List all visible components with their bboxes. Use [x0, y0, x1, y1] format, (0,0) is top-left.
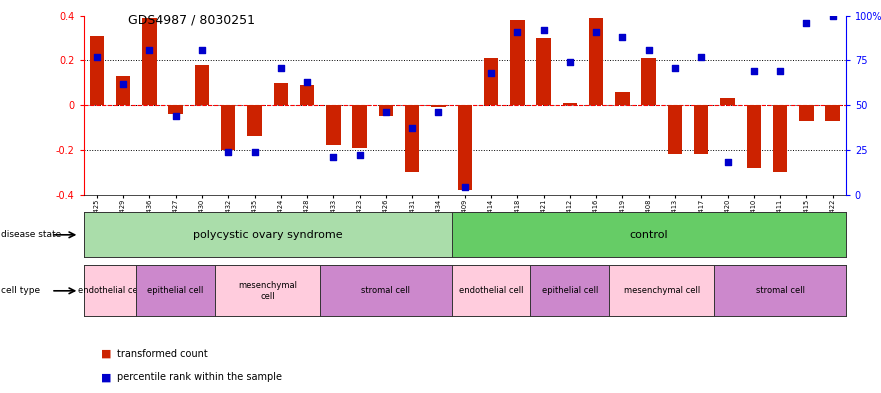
Point	[537, 27, 551, 33]
Text: stromal cell: stromal cell	[756, 286, 804, 295]
Point	[248, 149, 262, 155]
Bar	[405, 105, 419, 172]
Text: GDS4987 / 8030251: GDS4987 / 8030251	[128, 14, 255, 27]
Bar	[326, 105, 341, 145]
Point	[326, 154, 340, 160]
Text: endothelial cell: endothelial cell	[78, 286, 142, 295]
Point	[116, 81, 130, 87]
Text: control: control	[629, 230, 668, 240]
Bar	[168, 105, 183, 114]
Bar	[142, 18, 157, 105]
Point	[589, 29, 603, 35]
Text: endothelial cell: endothelial cell	[459, 286, 523, 295]
Point	[221, 149, 235, 155]
Text: mesenchymal
cell: mesenchymal cell	[238, 281, 297, 301]
Bar	[773, 105, 788, 172]
Point	[168, 113, 182, 119]
Point	[510, 29, 524, 35]
Point	[668, 64, 682, 71]
Bar	[431, 105, 446, 107]
Bar	[90, 36, 104, 105]
Bar	[721, 98, 735, 105]
Bar	[195, 65, 209, 105]
Point	[143, 46, 157, 53]
Bar	[352, 105, 366, 148]
Point	[773, 68, 787, 74]
Point	[615, 34, 629, 40]
Text: epithelial cell: epithelial cell	[147, 286, 204, 295]
Point	[484, 70, 498, 76]
Bar	[457, 105, 472, 190]
Bar	[221, 105, 235, 150]
Point	[721, 159, 735, 165]
Point	[799, 20, 813, 26]
Text: transformed count: transformed count	[117, 349, 208, 359]
Bar	[615, 92, 630, 105]
Bar	[589, 18, 603, 105]
Point	[457, 184, 471, 191]
Point	[563, 59, 577, 65]
Bar	[799, 105, 813, 121]
Point	[90, 54, 104, 60]
Bar	[300, 85, 315, 105]
Bar	[537, 38, 551, 105]
Bar	[746, 105, 761, 168]
Text: epithelial cell: epithelial cell	[542, 286, 598, 295]
Bar	[484, 58, 499, 105]
Point	[405, 125, 419, 132]
Point	[300, 79, 315, 85]
Text: ■: ■	[101, 349, 115, 359]
Text: disease state: disease state	[1, 230, 61, 239]
Point	[379, 109, 393, 116]
Point	[195, 46, 209, 53]
Point	[641, 46, 655, 53]
Bar	[379, 105, 393, 116]
Text: percentile rank within the sample: percentile rank within the sample	[117, 372, 282, 382]
Text: stromal cell: stromal cell	[361, 286, 411, 295]
Point	[274, 64, 288, 71]
Bar	[668, 105, 682, 154]
Bar	[825, 105, 840, 121]
Text: polycystic ovary syndrome: polycystic ovary syndrome	[193, 230, 343, 240]
Bar	[116, 76, 130, 105]
Bar	[563, 103, 577, 105]
Bar	[274, 83, 288, 105]
Text: ■: ■	[101, 372, 115, 382]
Bar	[641, 58, 655, 105]
Bar	[694, 105, 708, 154]
Point	[747, 68, 761, 74]
Point	[352, 152, 366, 158]
Text: mesenchymal cell: mesenchymal cell	[624, 286, 700, 295]
Bar	[248, 105, 262, 136]
Bar	[510, 20, 524, 105]
Point	[432, 109, 446, 116]
Text: cell type: cell type	[1, 286, 40, 295]
Point	[825, 13, 840, 19]
Point	[694, 54, 708, 60]
